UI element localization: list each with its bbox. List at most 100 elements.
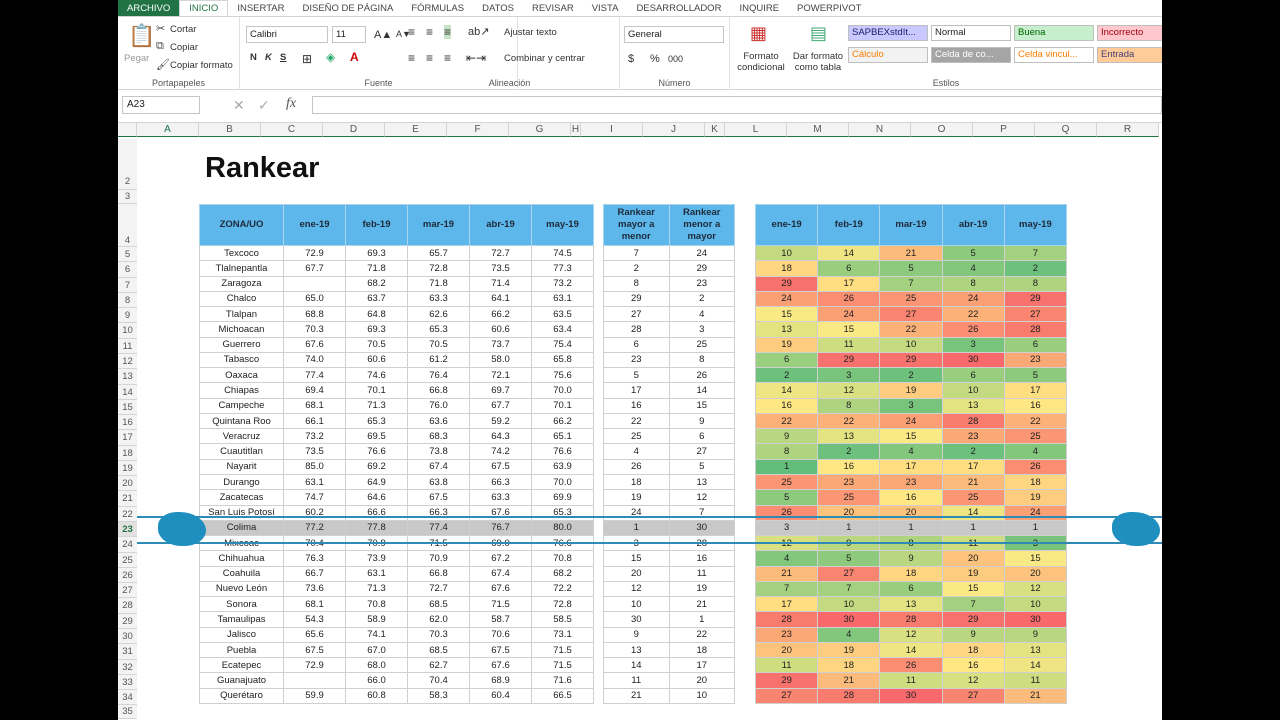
- value-cell[interactable]: [283, 275, 346, 292]
- value-cell[interactable]: 63.7: [345, 290, 408, 308]
- value-cell[interactable]: 64.6: [345, 489, 408, 506]
- grow-font-icon[interactable]: A▲: [374, 29, 393, 41]
- row-header[interactable]: 26: [118, 567, 137, 584]
- row-header[interactable]: 21: [118, 491, 137, 507]
- value-cell[interactable]: 66.7: [283, 565, 346, 582]
- heat-cell[interactable]: 26: [941, 321, 1005, 338]
- value-cell[interactable]: 72.2: [531, 580, 594, 598]
- align-right-icon[interactable]: ≡: [444, 51, 452, 65]
- rank-cell[interactable]: 14: [668, 382, 735, 399]
- rank-cell[interactable]: 9: [668, 412, 735, 430]
- value-cell[interactable]: 70.0: [531, 473, 594, 491]
- conditional-format-icon[interactable]: ▦: [750, 23, 768, 43]
- column-header[interactable]: C: [261, 123, 323, 137]
- rank-cell[interactable]: 6: [668, 428, 735, 445]
- heat-cell[interactable]: 26: [879, 657, 943, 674]
- heat-cell[interactable]: 28: [941, 412, 1005, 430]
- value-cell[interactable]: 85.0: [283, 458, 346, 475]
- rank-cell[interactable]: 29: [668, 260, 735, 277]
- heat-cell[interactable]: 21: [941, 473, 1005, 491]
- zone-cell[interactable]: Nuevo León: [199, 580, 284, 598]
- value-cell[interactable]: 73.1: [531, 626, 594, 643]
- value-cell[interactable]: 64.3: [469, 428, 532, 445]
- value-cell[interactable]: 71.5: [407, 535, 470, 552]
- heat-cell[interactable]: 13: [941, 397, 1005, 414]
- heat-cell[interactable]: 3: [817, 367, 881, 384]
- heat-cell[interactable]: 14: [1003, 657, 1068, 674]
- heat-cell[interactable]: 29: [879, 351, 943, 369]
- row-header[interactable]: 28: [118, 598, 137, 614]
- borders-icon[interactable]: ⊞: [302, 52, 313, 66]
- shrink-font-icon[interactable]: A▼: [396, 29, 411, 39]
- heat-cell[interactable]: 10: [754, 244, 819, 262]
- conditional-format-button[interactable]: Formato condicional: [737, 51, 785, 73]
- heat-cell[interactable]: 26: [817, 290, 881, 308]
- cell-style[interactable]: Cálculo: [848, 47, 928, 63]
- heat-cell[interactable]: 12: [754, 535, 819, 552]
- heat-cell[interactable]: 18: [879, 565, 943, 582]
- column-header[interactable]: K: [705, 123, 725, 137]
- zone-cell[interactable]: Chiapas: [199, 382, 284, 399]
- rank-cell[interactable]: 12: [603, 580, 670, 598]
- value-cell[interactable]: 68.1: [283, 596, 346, 613]
- column-header[interactable]: A: [137, 123, 199, 137]
- cell-style[interactable]: Celda de co...: [931, 47, 1011, 63]
- paste-icon[interactable]: 📋: [128, 23, 156, 48]
- heat-cell[interactable]: 3: [1003, 535, 1068, 552]
- zone-cell[interactable]: Texcoco: [199, 244, 284, 262]
- heat-cell[interactable]: 15: [941, 580, 1005, 598]
- value-cell[interactable]: 66.3: [469, 473, 532, 491]
- heat-cell[interactable]: 5: [941, 244, 1005, 262]
- zone-cell[interactable]: Chihuahua: [199, 550, 284, 567]
- heat-cell[interactable]: 25: [941, 489, 1005, 506]
- value-cell[interactable]: 64.9: [345, 473, 408, 491]
- value-cell[interactable]: 58.9: [345, 611, 408, 628]
- heat-cell[interactable]: 27: [879, 306, 943, 323]
- zone-cell[interactable]: Puebla: [199, 641, 284, 659]
- value-cell[interactable]: 69.9: [531, 489, 594, 506]
- value-cell[interactable]: 74.5: [531, 244, 594, 262]
- value-cell[interactable]: 62.6: [407, 306, 470, 323]
- heat-cell[interactable]: 7: [941, 596, 1005, 613]
- value-cell[interactable]: 63.1: [531, 290, 594, 308]
- value-cell[interactable]: 70.4: [407, 672, 470, 689]
- rank-cell[interactable]: 11: [668, 565, 735, 582]
- tab-insertar[interactable]: INSERTAR: [237, 2, 285, 14]
- heat-cell[interactable]: 9: [754, 428, 819, 445]
- heat-cell[interactable]: 1: [754, 458, 819, 475]
- heat-cell[interactable]: 29: [941, 611, 1005, 628]
- row-header[interactable]: 2: [118, 139, 137, 190]
- heat-cell[interactable]: 12: [941, 672, 1005, 689]
- paste-button[interactable]: Pegar: [124, 53, 150, 64]
- heat-cell[interactable]: 11: [817, 336, 881, 353]
- tab-dise-o-de-p-gina[interactable]: DISEÑO DE PÁGINA: [302, 2, 394, 14]
- heat-cell[interactable]: 14: [941, 504, 1005, 521]
- value-cell[interactable]: 58.0: [469, 351, 532, 369]
- column-header[interactable]: J: [643, 123, 705, 137]
- heat-cell[interactable]: 21: [879, 244, 943, 262]
- column-header[interactable]: F: [447, 123, 509, 137]
- heat-cell[interactable]: 26: [754, 504, 819, 521]
- heat-cell[interactable]: 8: [754, 443, 819, 460]
- rank-cell[interactable]: 15: [668, 397, 735, 414]
- row-header[interactable]: 16: [118, 415, 137, 431]
- rank-cell[interactable]: 24: [603, 504, 670, 521]
- heat-cell[interactable]: 14: [879, 641, 943, 659]
- rank-cell[interactable]: 27: [603, 306, 670, 323]
- value-cell[interactable]: 73.5: [469, 260, 532, 277]
- heat-cell[interactable]: 24: [941, 290, 1005, 308]
- column-header[interactable]: O: [911, 123, 973, 137]
- row-header[interactable]: 13: [118, 369, 137, 385]
- heat-cell[interactable]: 16: [879, 489, 943, 506]
- zone-cell[interactable]: Querétaro: [199, 687, 284, 704]
- value-cell[interactable]: 73.8: [407, 443, 470, 460]
- value-cell[interactable]: 67.4: [469, 565, 532, 582]
- heat-cell[interactable]: 30: [879, 687, 943, 704]
- row-header[interactable]: 29: [118, 613, 137, 629]
- value-cell[interactable]: 67.6: [469, 657, 532, 674]
- heat-cell[interactable]: 30: [1003, 611, 1068, 628]
- value-cell[interactable]: 61.2: [407, 351, 470, 369]
- value-cell[interactable]: 66.3: [407, 504, 470, 521]
- heat-cell[interactable]: 29: [1003, 290, 1068, 308]
- heat-cell[interactable]: 18: [941, 641, 1005, 659]
